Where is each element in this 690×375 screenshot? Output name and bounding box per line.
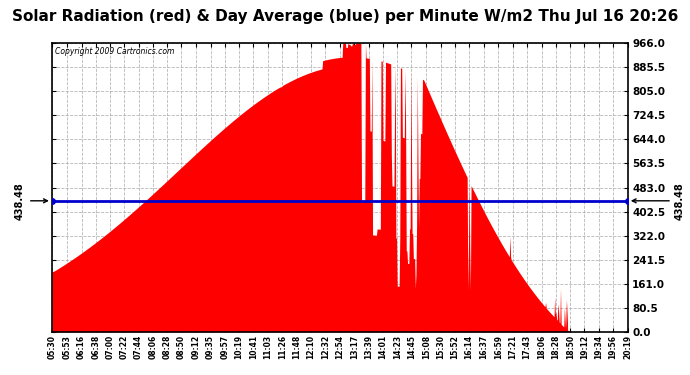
Text: 438.48: 438.48: [632, 182, 684, 220]
Text: 438.48: 438.48: [15, 182, 48, 220]
Text: Copyright 2009 Cartronics.com: Copyright 2009 Cartronics.com: [55, 48, 174, 57]
Text: Solar Radiation (red) & Day Average (blue) per Minute W/m2 Thu Jul 16 20:26: Solar Radiation (red) & Day Average (blu…: [12, 9, 678, 24]
